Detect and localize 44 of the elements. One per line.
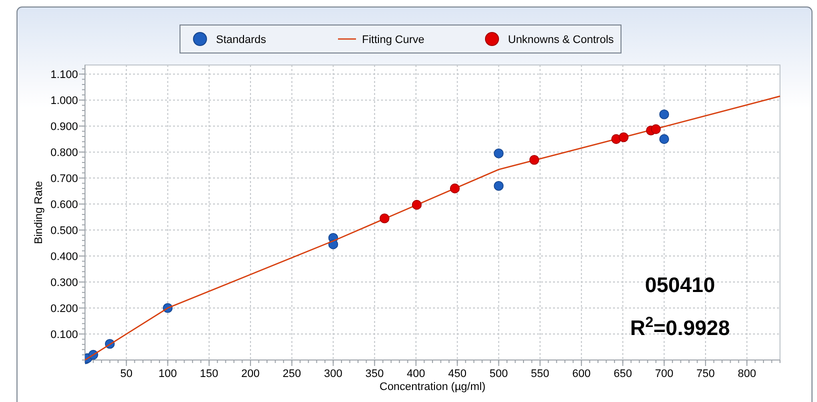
legend-label: Fitting Curve [362, 34, 424, 46]
x-tick-label: 500 [490, 368, 508, 380]
y-axis-title: Binding Rate [33, 181, 45, 244]
y-tick-label: 0.600 [50, 199, 78, 212]
x-tick-label: 250 [282, 368, 302, 380]
y-tick-label: 0.700 [50, 173, 78, 186]
point [412, 200, 422, 210]
point [618, 132, 629, 142]
x-tick-label: 50 [120, 368, 132, 380]
legend-label: Standards [216, 34, 267, 46]
x-tick-label: 800 [738, 368, 756, 380]
y-tick-label: 0.200 [50, 303, 78, 316]
point [380, 213, 390, 224]
y-tick-label: 1.000 [50, 95, 78, 108]
point [529, 154, 540, 165]
y-tick-label: 0.300 [50, 277, 78, 290]
annotation: 050410 [644, 274, 716, 297]
point [450, 184, 460, 194]
point [659, 134, 670, 144]
x-tick-label: 300 [324, 368, 342, 380]
y-tick-label: 0.500 [50, 225, 78, 238]
x-tick-label: 550 [530, 368, 550, 380]
x-axis-title: Concentration (µg/ml) [380, 381, 486, 393]
x-tick-label: 100 [158, 368, 177, 380]
point [659, 109, 670, 120]
x-tick-label: 700 [654, 368, 674, 380]
y-tick-label: 0.800 [50, 147, 78, 160]
x-tick-label: 150 [200, 368, 218, 380]
point [650, 124, 661, 134]
y-tick-label: 0.400 [50, 251, 78, 264]
y-tick-label: 1.100 [50, 69, 78, 82]
point [494, 180, 504, 191]
x-tick-label: 600 [572, 368, 591, 380]
legend-label: Unknowns & Controls [508, 34, 614, 46]
x-tick-label: 450 [448, 368, 466, 380]
x-tick-label: 650 [614, 368, 632, 380]
point [494, 148, 504, 158]
x-tick-label: 750 [696, 368, 715, 380]
x-tick-label: 400 [406, 368, 426, 380]
y-tick-label: 0.100 [50, 329, 78, 342]
x-tick-label: 200 [241, 368, 260, 380]
x-tick-label: 350 [365, 368, 384, 380]
annotation: R$^{2}$=0.9928 [630, 315, 730, 340]
y-tick-label: 0.900 [50, 121, 78, 134]
